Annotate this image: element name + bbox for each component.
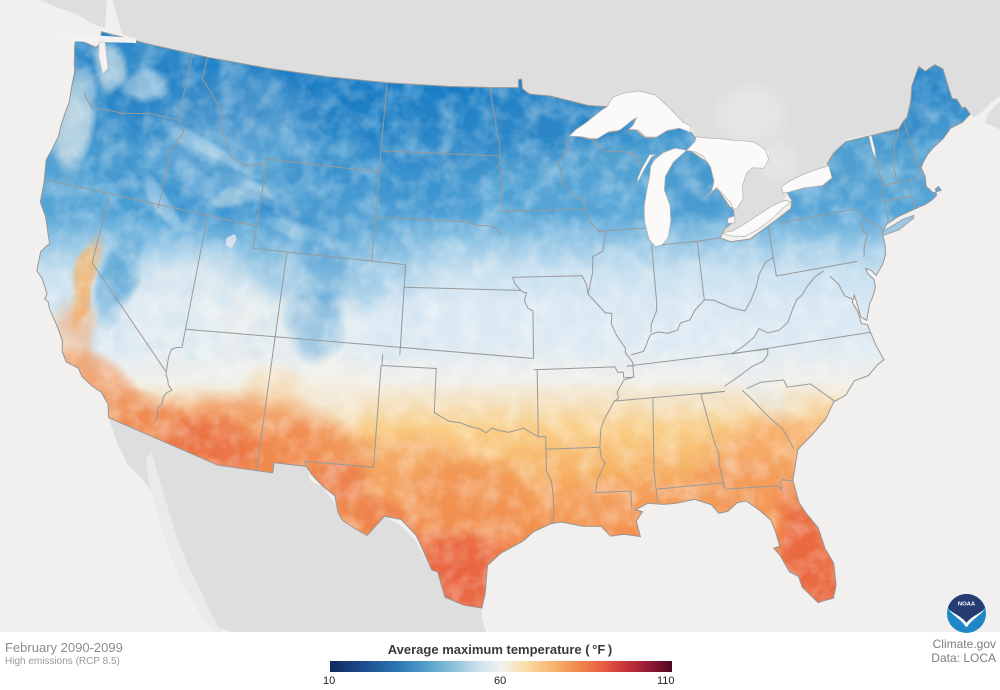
svg-text:NOAA: NOAA bbox=[958, 601, 976, 607]
